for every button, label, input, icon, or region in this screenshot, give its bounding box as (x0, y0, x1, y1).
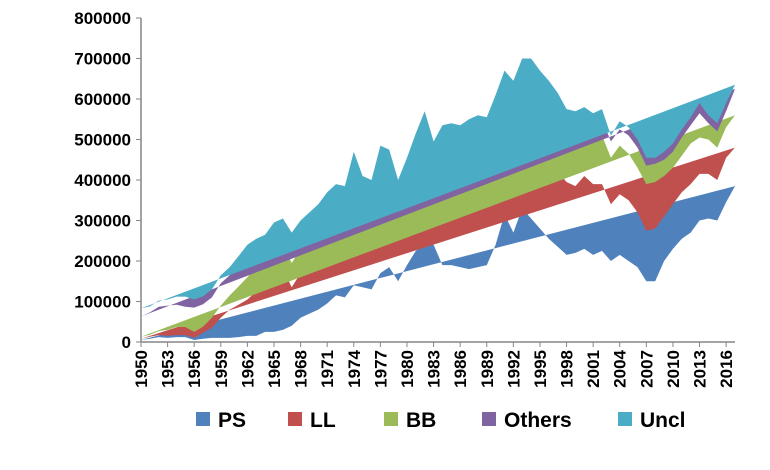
y-tick-label: 300000 (74, 212, 131, 231)
x-tick-label: 1968 (292, 350, 311, 388)
x-tick-label: 1998 (558, 350, 577, 388)
x-tick-label: 1977 (371, 350, 390, 388)
x-tick-label: 2007 (637, 350, 656, 388)
legend-label-ll: LL (310, 409, 336, 432)
x-tick-label: 2001 (584, 350, 603, 388)
legend-swatch-ll (288, 412, 302, 426)
x-tick-label: 2010 (664, 350, 683, 388)
legend-label-bb: BB (406, 409, 436, 432)
x-tick-label: 1992 (504, 350, 523, 388)
x-tick-label: 1962 (238, 350, 257, 388)
axes (136, 17, 735, 347)
x-tick-label: 2016 (717, 350, 736, 388)
area-bb (141, 86, 735, 337)
x-tick-label: 1983 (425, 350, 444, 388)
y-tick-label: 600000 (74, 90, 131, 109)
area-ll (141, 139, 735, 339)
x-tick-label: 1965 (265, 350, 284, 388)
y-tick-label: 100000 (74, 293, 131, 312)
y-tick-label: 700000 (74, 50, 131, 69)
legend-swatch-ps (196, 412, 210, 426)
series-areas (141, 58, 735, 340)
y-tick-label: 200000 (74, 252, 131, 271)
legend-swatch-others (482, 412, 496, 426)
x-tick-label: 1986 (451, 350, 470, 388)
legend-label-uncl: Uncl (640, 409, 686, 432)
legend-label-others: Others (504, 409, 572, 432)
x-tick-label: 1959 (212, 350, 231, 388)
legend-swatch-uncl (618, 412, 632, 426)
x-tick-label: 2013 (691, 350, 710, 388)
y-tick-labels: 0 100000 200000 300000 400000 500000 600000 700… (74, 9, 131, 352)
area-ps (141, 186, 735, 340)
x-tick-label: 2004 (611, 349, 630, 387)
x-tick-label: 1953 (159, 350, 178, 388)
legend-swatch-bb (384, 412, 398, 426)
x-tick-label: 1980 (398, 350, 417, 388)
area-uncl (141, 58, 735, 309)
y-tick-label: 500000 (74, 131, 131, 150)
x-tick-label: 1995 (531, 350, 550, 388)
y-tick-label: 800000 (74, 9, 131, 28)
x-tick-label: 1956 (185, 350, 204, 388)
y-tick-label: 0 (122, 333, 131, 352)
legend-label-ps: PS (218, 409, 246, 432)
x-tick-label: 1989 (478, 350, 497, 388)
x-tick-label: 1950 (132, 350, 151, 388)
x-tick-label: 1974 (345, 349, 364, 387)
x-tick-label: 1971 (318, 350, 337, 388)
x-tick-labels: 1950 1953 1956 1959 1962 1965 1968 1971 1974 1977… (132, 349, 736, 387)
y-tick-label: 400000 (74, 171, 131, 190)
legend: PS LL BB Others Uncl (196, 409, 686, 432)
